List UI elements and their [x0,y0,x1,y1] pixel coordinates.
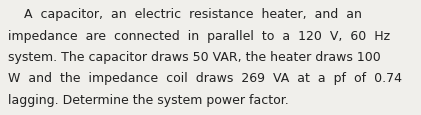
Text: W  and  the  impedance  coil  draws  269  VA  at  a  pf  of  0.74: W and the impedance coil draws 269 VA at… [8,72,402,85]
Text: impedance  are  connected  in  parallel  to  a  120  V,  60  Hz: impedance are connected in parallel to a… [8,29,390,42]
Text: A  capacitor,  an  electric  resistance  heater,  and  an: A capacitor, an electric resistance heat… [8,8,362,21]
Text: system. The capacitor draws 50 VAR, the heater draws 100: system. The capacitor draws 50 VAR, the … [8,51,380,63]
Text: lagging. Determine the system power factor.: lagging. Determine the system power fact… [8,93,288,106]
